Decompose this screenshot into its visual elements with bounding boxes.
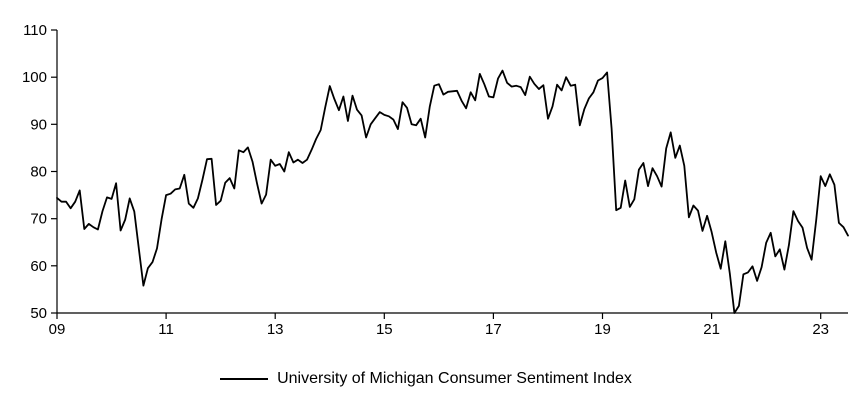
x-axis-tick-label: 11: [158, 321, 174, 338]
line-chart: 50 60 70 80 90 100 110 09 11 13 15 17 19 21 23: [22, 22, 849, 338]
chart-legend: University of Michigan Consumer Sentimen…: [0, 366, 852, 392]
sentiment-line-series: [56, 69, 849, 314]
x-axis-tick-label: 13: [267, 321, 284, 338]
y-axis-tick-label: 80: [30, 164, 47, 181]
y-axis-tick-label: 110: [23, 22, 47, 39]
legend-line-swatch: [220, 378, 269, 380]
y-axis-tick-label: 70: [30, 211, 47, 228]
legend-label: University of Michigan Consumer Sentimen…: [277, 370, 632, 387]
x-axis-tick-label: 15: [376, 321, 393, 338]
y-axis-tick-label: 100: [22, 69, 47, 86]
x-axis-tick-label: 23: [812, 321, 829, 338]
y-axis-tick-label: 60: [30, 258, 47, 275]
x-axis-tick-label: 19: [594, 321, 611, 338]
x-axis-tick-label: 09: [49, 321, 66, 338]
x-axis-tick-label: 21: [703, 321, 720, 338]
y-axis-tick-label: 50: [30, 305, 47, 322]
y-axis-tick-label: 90: [30, 116, 47, 133]
x-axis-tick-label: 17: [485, 321, 502, 338]
